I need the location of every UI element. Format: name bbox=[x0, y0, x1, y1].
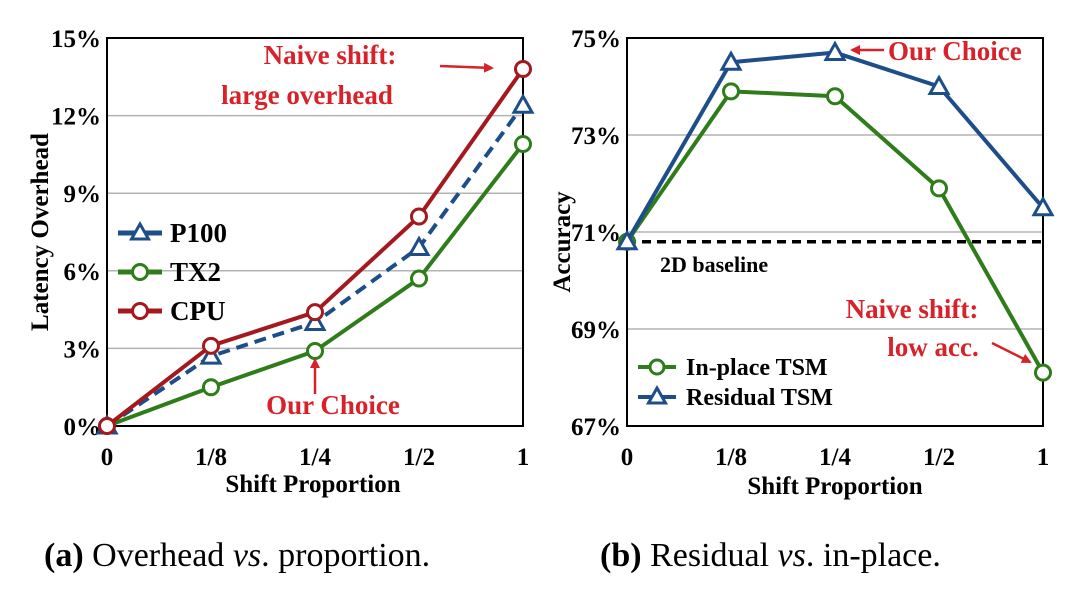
data-point-residual-tsm bbox=[615, 229, 639, 251]
chart-b-annotation-naive-line2: low acc. bbox=[887, 332, 978, 362]
chart-a-series bbox=[95, 60, 535, 435]
data-point-in-place-tsm bbox=[826, 87, 844, 106]
x-tick-label: 1 bbox=[517, 444, 530, 471]
data-point-tx2 bbox=[410, 269, 428, 288]
data-point-cpu bbox=[514, 60, 532, 79]
data-point-p100 bbox=[407, 235, 431, 257]
legend-item-residual-tsm: Residual TSM bbox=[638, 384, 833, 411]
series-line-residual-tsm bbox=[625, 50, 1045, 243]
data-point-p100 bbox=[199, 344, 223, 365]
data-point-p100 bbox=[511, 93, 535, 114]
chart-a-x-tick-labels: 0 1/8 1/4 1/2 1 bbox=[101, 444, 530, 471]
legend-item-tx2: TX2 bbox=[118, 257, 221, 287]
y-tick-label: 71% bbox=[571, 220, 621, 247]
chart-a-annotation-choice: Our Choice bbox=[266, 390, 400, 420]
data-point-in-place-tsm bbox=[930, 179, 948, 198]
arrow-down-right-icon bbox=[991, 341, 1032, 364]
data-point-cpu bbox=[410, 207, 428, 226]
caption-a-post: . proportion. bbox=[261, 537, 430, 574]
chart-a-legend: P100 TX2 CPU bbox=[118, 218, 227, 326]
chart-a-x-axis-label: Shift Proportion bbox=[225, 471, 400, 498]
chart-a-annotation-naive-line1: Naive shift: bbox=[264, 40, 397, 70]
data-point-residual-tsm bbox=[927, 74, 951, 95]
x-tick-label: 1/2 bbox=[923, 444, 955, 471]
arrow-right-icon bbox=[439, 62, 494, 73]
chart-b-legend: In-place TSM Residual TSM bbox=[638, 355, 833, 411]
chart-b-y-axis-label: Accuracy bbox=[549, 191, 576, 293]
chart-a-caption: (a) Overhead vs. proportion. bbox=[44, 537, 430, 574]
data-point-tx2 bbox=[306, 341, 324, 360]
triangle-marker-icon bbox=[645, 384, 669, 405]
x-tick-label: 1/8 bbox=[715, 444, 747, 471]
x-tick-label: 1/8 bbox=[195, 444, 227, 471]
chart-b-caption: (b) Residual vs. in-place. bbox=[600, 537, 941, 574]
y-tick-label: 0% bbox=[64, 414, 102, 441]
chart-b-x-axis-label: Shift Proportion bbox=[747, 473, 922, 500]
chart-b-accuracy: 67% 69% 71% 73% 75% 0 1/8 1/4 1/2 1 Shift Propor… bbox=[549, 26, 1055, 574]
legend-label-in-place-tsm: In-place TSM bbox=[686, 355, 828, 381]
triangle-marker-icon bbox=[128, 220, 152, 241]
y-tick-label: 3% bbox=[64, 336, 102, 363]
caption-a-vs: vs bbox=[233, 537, 261, 574]
x-tick-label: 1/4 bbox=[819, 444, 851, 471]
chart-a-y-axis-label: Latency Overhead bbox=[27, 133, 54, 331]
series-p100 bbox=[95, 93, 535, 435]
chart-b-x-tick-labels: 0 1/8 1/4 1/2 1 bbox=[621, 444, 1050, 471]
chart-b-gridlines bbox=[627, 134, 1043, 330]
x-tick-label: 0 bbox=[101, 444, 114, 471]
caption-b-label: (b) bbox=[600, 537, 642, 574]
legend-item-p100: P100 bbox=[118, 218, 227, 248]
data-point-in-place-tsm bbox=[722, 82, 740, 101]
circle-marker-icon bbox=[648, 358, 666, 376]
x-tick-label: 0 bbox=[621, 444, 634, 471]
data-point-residual-tsm bbox=[719, 50, 743, 71]
data-point-cpu bbox=[98, 417, 116, 435]
chart-a-annotation-naive-line2: large overhead bbox=[221, 80, 393, 110]
data-point-in-place-tsm bbox=[1034, 363, 1052, 382]
series-in-place-tsm bbox=[618, 82, 1052, 382]
series-residual-tsm bbox=[615, 40, 1055, 251]
caption-a-pre: Overhead bbox=[84, 537, 233, 574]
y-tick-label: 6% bbox=[64, 259, 102, 286]
data-point-tx2 bbox=[514, 135, 532, 154]
data-point-tx2 bbox=[202, 378, 220, 397]
chart-a-plot-frame bbox=[106, 37, 524, 427]
data-point-p100 bbox=[303, 310, 327, 332]
data-point-residual-tsm bbox=[823, 40, 847, 62]
chart-b-baseline-label: 2D baseline bbox=[660, 252, 768, 277]
legend-label-cpu: CPU bbox=[170, 296, 226, 326]
chart-a-y-tick-labels: 0% 3% 6% 9% 12% 15% bbox=[51, 26, 101, 441]
y-tick-label: 9% bbox=[64, 181, 102, 208]
data-point-residual-tsm bbox=[1031, 195, 1055, 217]
series-cpu bbox=[98, 60, 532, 435]
circle-marker-icon bbox=[131, 263, 149, 281]
y-tick-label: 67% bbox=[571, 414, 621, 441]
legend-label-tx2: TX2 bbox=[170, 257, 221, 287]
data-point-cpu bbox=[202, 336, 220, 355]
chart-b-annotation-naive-line1: Naive shift: bbox=[846, 294, 979, 324]
x-tick-label: 1/2 bbox=[403, 444, 435, 471]
legend-item-cpu: CPU bbox=[118, 296, 226, 326]
x-tick-label: 1 bbox=[1037, 444, 1050, 471]
caption-b-vs: vs bbox=[778, 537, 806, 574]
y-tick-label: 73% bbox=[571, 123, 621, 150]
caption-b-post: . in-place. bbox=[806, 537, 941, 574]
y-tick-label: 15% bbox=[51, 26, 101, 53]
legend-item-in-place-tsm: In-place TSM bbox=[638, 355, 828, 381]
y-tick-label: 69% bbox=[571, 317, 621, 344]
caption-a-label: (a) bbox=[44, 537, 84, 574]
chart-b-y-tick-labels: 67% 69% 71% 73% 75% bbox=[571, 26, 621, 441]
chart-b-series bbox=[615, 40, 1055, 382]
y-tick-label: 75% bbox=[571, 26, 621, 53]
y-tick-label: 12% bbox=[51, 104, 101, 131]
circle-marker-icon bbox=[131, 302, 149, 320]
legend-label-p100: P100 bbox=[170, 218, 227, 248]
caption-b-pre: Residual bbox=[642, 537, 778, 574]
x-tick-label: 1/4 bbox=[299, 444, 331, 471]
chart-b-annotation-choice: Our Choice bbox=[888, 36, 1022, 66]
chart-a-latency-overhead: 0% 3% 6% 9% 12% 15% 0 1/8 1/4 1/2 1 Shift Proport… bbox=[27, 26, 535, 574]
data-point-cpu bbox=[306, 303, 324, 322]
legend-label-residual-tsm: Residual TSM bbox=[686, 385, 833, 411]
